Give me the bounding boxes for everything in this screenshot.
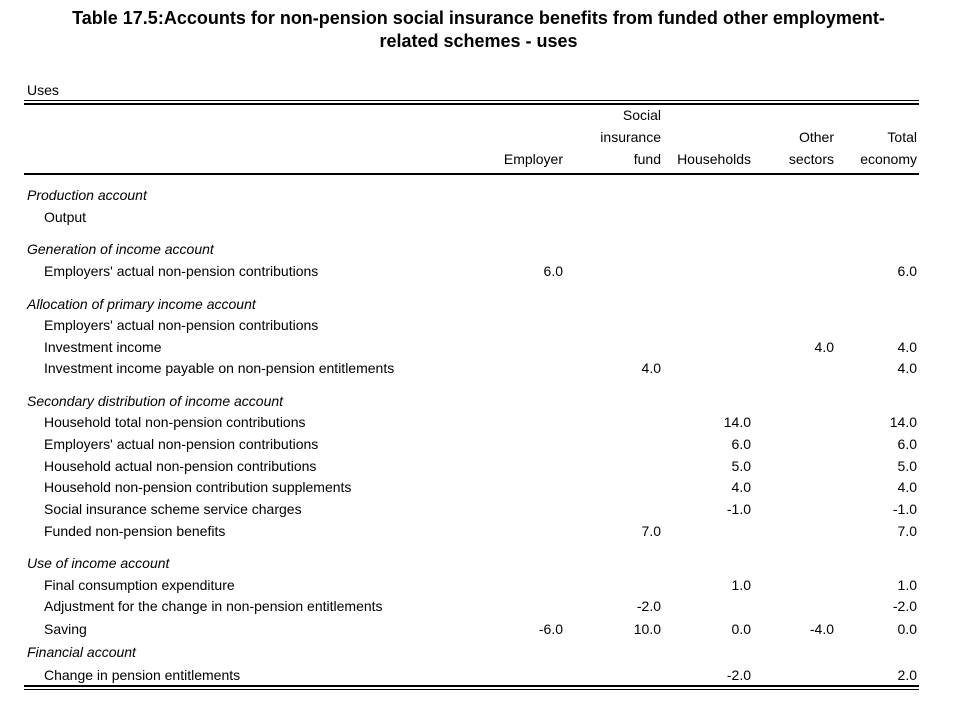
row-label: Employers' actual non-pension contributi… xyxy=(44,436,319,452)
cell-social-insurance-fund: 4.0 xyxy=(641,360,661,376)
column-header-line: Social xyxy=(622,107,661,123)
cell-households: -1.0 xyxy=(726,501,751,517)
table-row: Employers' actual non-pension contributi… xyxy=(0,433,957,455)
column-header-line: sectors xyxy=(788,151,834,167)
section-heading: Use of income account xyxy=(27,555,170,571)
cell-households: -2.0 xyxy=(726,667,751,683)
table-row: Social insurance scheme service charges -… xyxy=(0,498,957,520)
row-label: Household total non-pension contribution… xyxy=(44,414,306,430)
cell-other-sectors: 4.0 xyxy=(814,339,834,355)
row-label: Funded non-pension benefits xyxy=(44,523,226,539)
cell-households: 4.0 xyxy=(731,479,751,495)
row-label: Household non-pension contribution suppl… xyxy=(44,479,352,495)
row-label: Adjustment for the change in non-pension… xyxy=(44,598,383,614)
row-label: Saving xyxy=(44,621,87,637)
section-heading: Secondary distribution of income account xyxy=(27,393,284,409)
cell-total-economy: -2.0 xyxy=(892,598,917,614)
table-row: Household non-pension contribution suppl… xyxy=(0,476,957,498)
table-row: Investment income 4.0 4.0 xyxy=(0,336,957,358)
section-heading-row: Production account xyxy=(0,184,957,206)
cell-total-economy: 14.0 xyxy=(889,414,917,430)
row-label: Household actual non-pension contributio… xyxy=(44,458,317,474)
uses-label: Uses xyxy=(27,82,59,98)
column-header-total-economy: Total economy xyxy=(860,126,917,170)
cell-total-economy: 6.0 xyxy=(897,263,917,279)
column-header-line: economy xyxy=(860,151,917,167)
section-heading: Production account xyxy=(27,187,147,203)
table-title-line-1: Table 17.5:Accounts for non-pension soci… xyxy=(72,8,885,28)
row-label: Employers' actual non-pension contributi… xyxy=(44,263,319,279)
cell-total-economy: 4.0 xyxy=(897,360,917,376)
cell-other-sectors: -4.0 xyxy=(809,621,834,637)
table-row: Adjustment for the change in non-pension… xyxy=(0,595,957,617)
section-heading-row: Financial account xyxy=(0,641,957,663)
section-heading-row: Generation of income account xyxy=(0,238,957,260)
cell-total-economy: 4.0 xyxy=(897,339,917,355)
column-header-other-sectors: Other sectors xyxy=(789,126,834,170)
section-heading: Generation of income account xyxy=(27,241,214,257)
column-header-line: Households xyxy=(677,151,751,167)
cell-households: 14.0 xyxy=(723,414,751,430)
row-label: Employers' actual non-pension contributi… xyxy=(44,317,319,333)
cell-social-insurance-fund: -2.0 xyxy=(636,598,661,614)
row-label: Output xyxy=(44,209,87,225)
cell-total-economy: -1.0 xyxy=(892,501,917,517)
cell-total-economy: 6.0 xyxy=(897,436,917,452)
cell-social-insurance-fund: 7.0 xyxy=(641,523,661,539)
table-row: Output xyxy=(0,206,957,228)
column-header-line: Total xyxy=(887,129,917,145)
cell-total-economy: 1.0 xyxy=(897,577,917,593)
section-heading: Allocation of primary income account xyxy=(27,296,256,312)
table-row: Funded non-pension benefits 7.0 7.0 xyxy=(0,520,957,542)
row-label: Change in pension entitlements xyxy=(44,667,241,683)
column-header-social-insurance-fund: Social insurance fund xyxy=(600,104,661,170)
section-heading-row: Allocation of primary income account xyxy=(0,293,957,315)
cell-households: 5.0 xyxy=(731,458,751,474)
top-rule-thin xyxy=(24,100,919,101)
cell-social-insurance-fund: 10.0 xyxy=(633,621,661,637)
table-row: Employers' actual non-pension contributi… xyxy=(0,260,957,282)
table-row: Saving -6.0 10.0 0.0 -4.0 0.0 xyxy=(0,618,957,640)
table-row: Final consumption expenditure 1.0 1.0 xyxy=(0,574,957,596)
cell-households: 1.0 xyxy=(731,577,751,593)
column-header-households: Households xyxy=(677,148,751,170)
table-title: Table 17.5:Accounts for non-pension soci… xyxy=(0,7,957,53)
cell-employer: -6.0 xyxy=(538,621,563,637)
section-heading-row: Secondary distribution of income account xyxy=(0,390,957,412)
table-row: Employers' actual non-pension contributi… xyxy=(0,314,957,336)
header-rule xyxy=(24,173,919,175)
bottom-rule-thin xyxy=(24,689,919,690)
table-title-line-2: related schemes - uses xyxy=(379,31,578,51)
column-header-employer: Employer xyxy=(504,148,563,170)
row-label: Social insurance scheme service charges xyxy=(44,501,302,517)
cell-employer: 6.0 xyxy=(543,263,563,279)
row-label: Investment income payable on non-pension… xyxy=(44,360,395,376)
table-row: Change in pension entitlements -2.0 2.0 xyxy=(0,664,957,686)
table-row: Household total non-pension contribution… xyxy=(0,411,957,433)
section-heading-row: Use of income account xyxy=(0,552,957,574)
section-heading: Financial account xyxy=(27,644,136,660)
cell-total-economy: 7.0 xyxy=(897,523,917,539)
column-header-line: Employer xyxy=(503,151,563,167)
column-header-line: Other xyxy=(798,129,834,145)
table-row: Household actual non-pension contributio… xyxy=(0,455,957,477)
cell-total-economy: 4.0 xyxy=(897,479,917,495)
row-label: Final consumption expenditure xyxy=(44,577,235,593)
cell-total-economy: 0.0 xyxy=(897,621,917,637)
top-rule-thick xyxy=(24,103,919,105)
cell-households: 6.0 xyxy=(731,436,751,452)
column-header-line: insurance xyxy=(600,129,661,145)
cell-households: 0.0 xyxy=(731,621,751,637)
cell-total-economy: 2.0 xyxy=(897,667,917,683)
table-row: Investment income payable on non-pension… xyxy=(0,357,957,379)
column-header-line: fund xyxy=(633,151,661,167)
cell-total-economy: 5.0 xyxy=(897,458,917,474)
row-label: Investment income xyxy=(44,339,162,355)
bottom-rule-thick xyxy=(24,685,919,687)
